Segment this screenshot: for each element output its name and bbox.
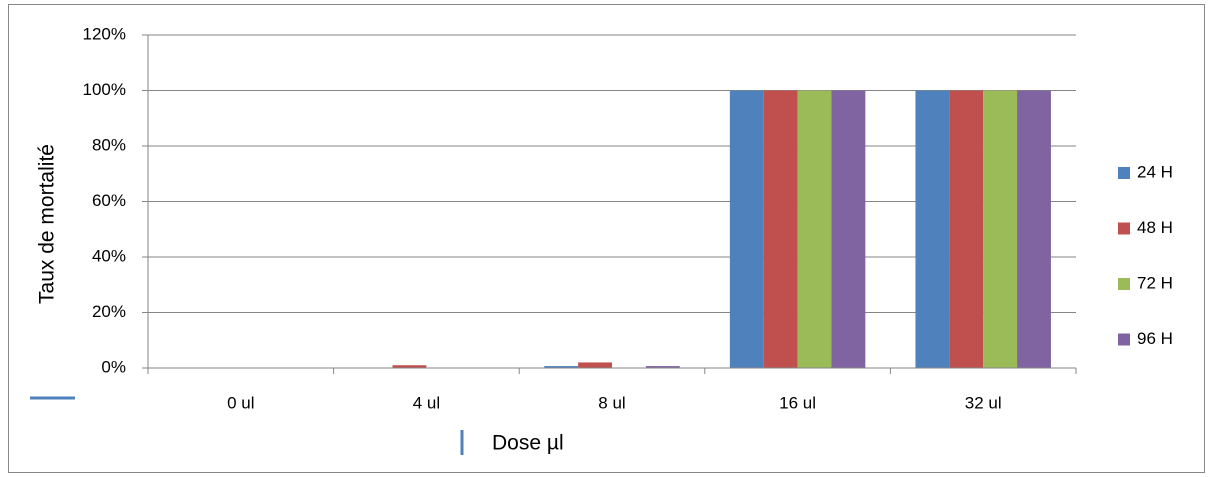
bar [1017, 90, 1051, 368]
bar [392, 365, 427, 368]
y-axis-label: Taux de mortalité [36, 144, 59, 304]
bar [797, 90, 832, 368]
legend-label: 96 H [1137, 329, 1173, 348]
x-tick-label: 16 ul [779, 393, 816, 412]
x-tick-label: 4 ul [413, 393, 440, 412]
legend-swatch [1118, 278, 1130, 290]
bar [949, 90, 984, 368]
bar [544, 366, 579, 368]
bar [915, 90, 950, 368]
bar [578, 362, 612, 368]
y-tick-label: 0% [101, 357, 126, 376]
bar [729, 90, 764, 368]
legend-swatch [1118, 333, 1130, 346]
bar [763, 90, 798, 368]
y-tick-label: 100% [83, 80, 126, 99]
bar [831, 90, 866, 368]
y-tick-label: 60% [92, 191, 126, 210]
x-tick-label: 0 ul [227, 393, 254, 412]
legend-swatch [1118, 167, 1130, 179]
legend-label: 48 H [1137, 218, 1173, 237]
legend-label: 72 H [1137, 273, 1173, 292]
x-tick-label: 8 ul [598, 393, 625, 412]
bar [983, 90, 1018, 368]
legend-label: 24 H [1137, 162, 1173, 181]
legend-swatch [1118, 222, 1130, 235]
x-tick-label: 32 ul [965, 393, 1002, 412]
y-tick-label: 40% [92, 246, 126, 265]
y-tick-label: 80% [92, 135, 126, 154]
bar [645, 366, 680, 368]
x-axis-label: Dose µl [492, 432, 564, 455]
y-tick-label: 120% [83, 24, 126, 43]
y-tick-label: 20% [92, 302, 126, 321]
